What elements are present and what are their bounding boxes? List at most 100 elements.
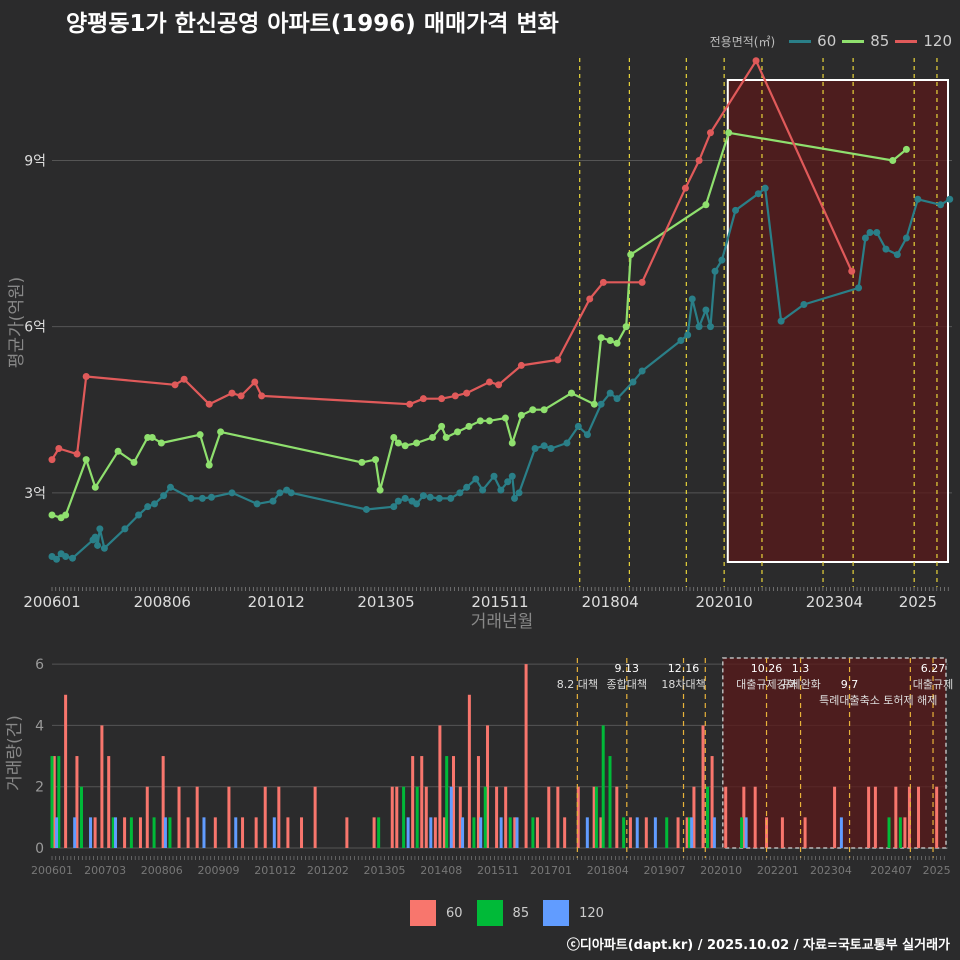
volume-bar-60	[907, 786, 911, 848]
data-point-85	[429, 433, 437, 441]
volume-bar-60	[495, 786, 499, 848]
data-point-60	[574, 422, 582, 430]
price-x-tick-label: 201511	[471, 593, 528, 611]
volume-bar-85	[608, 756, 612, 848]
data-point-60	[228, 489, 236, 497]
volume-bar-85	[415, 786, 419, 848]
data-point-60	[677, 337, 685, 345]
volume-bar-60	[420, 756, 424, 848]
data-point-85	[725, 129, 733, 137]
data-point-85	[91, 483, 99, 491]
data-point-120	[228, 389, 236, 397]
policy-text-label: 종합대책	[607, 678, 647, 691]
volume-bar-85	[687, 817, 691, 848]
data-point-60	[893, 251, 901, 259]
volume-bar-60	[75, 756, 79, 848]
volume-bar-60	[107, 756, 111, 848]
volume-bar-60	[424, 786, 428, 848]
data-point-60	[688, 295, 696, 303]
legend-label-120: 120	[923, 32, 952, 50]
data-point-60	[69, 554, 77, 562]
volume-bar-85	[665, 817, 669, 848]
volume-bar-60	[599, 817, 603, 848]
data-point-60	[902, 234, 910, 242]
volume-bar-60	[780, 817, 784, 848]
data-point-120	[419, 395, 427, 403]
data-point-85	[622, 323, 630, 331]
data-point-120	[848, 267, 856, 275]
volume-bar-120	[712, 817, 716, 848]
data-point-60	[914, 195, 922, 203]
data-point-60	[684, 331, 692, 339]
data-point-85	[358, 458, 366, 466]
data-point-60	[946, 195, 954, 203]
data-point-85	[114, 447, 122, 455]
volume-bar-60	[227, 786, 231, 848]
data-point-60	[413, 500, 421, 508]
price-x-tick-label: 200601	[23, 593, 80, 611]
volume-legend-label-60: 60	[446, 905, 463, 921]
data-point-60	[287, 489, 295, 497]
price-x-tick-label: 2025	[899, 593, 937, 611]
price-x-tick-label: 202304	[806, 593, 863, 611]
data-point-85	[590, 400, 598, 408]
data-point-120	[73, 450, 81, 458]
data-point-60	[490, 472, 498, 480]
data-point-120	[495, 381, 503, 389]
price-x-tick-label: 200806	[134, 593, 191, 611]
volume-bar-60	[935, 786, 939, 848]
policy-date-label: 9.13	[615, 662, 640, 675]
legend-line-85	[842, 39, 865, 43]
data-point-120	[438, 395, 446, 403]
data-point-85	[567, 389, 575, 397]
data-point-85	[485, 417, 493, 425]
data-point-60	[62, 553, 70, 561]
volume-bar-60	[241, 817, 245, 848]
volume-bar-60	[504, 786, 508, 848]
volume-bar-60	[433, 817, 437, 848]
data-point-60	[515, 489, 523, 497]
data-point-60	[706, 323, 714, 331]
data-point-85	[442, 433, 450, 441]
data-point-60	[866, 228, 874, 236]
volume-bar-60	[411, 756, 415, 848]
data-point-85	[613, 339, 621, 347]
volume-bar-120	[515, 817, 519, 848]
volume-x-tick-label: 202407	[870, 864, 912, 877]
legend-item-85: 85	[842, 32, 889, 50]
data-point-60	[711, 267, 719, 275]
policy-date-label: 1.3	[792, 662, 810, 675]
volume-bar-60	[313, 786, 317, 848]
volume-bar-60	[451, 756, 455, 848]
volume-bar-60	[576, 786, 580, 848]
legend-item-120: 120	[895, 32, 952, 50]
price-legend: 전용면적(㎡) 60 85 120	[710, 32, 952, 50]
price-y-tick-label: 9억	[24, 153, 46, 169]
volume-x-tick-label: 201305	[364, 864, 406, 877]
data-point-60	[540, 442, 548, 450]
volume-bar-85	[57, 756, 61, 848]
data-point-60	[160, 492, 168, 500]
volume-bar-60	[644, 817, 648, 848]
volume-bar-120	[653, 817, 657, 848]
data-point-60	[96, 525, 104, 533]
policy-date-label: 9.7	[841, 678, 859, 691]
data-point-60	[702, 306, 710, 314]
volume-bar-60	[161, 756, 165, 848]
volume-legend-item-60: 60	[410, 900, 463, 926]
volume-bar-60	[100, 725, 104, 848]
data-point-120	[599, 278, 607, 286]
data-point-60	[198, 494, 206, 502]
volume-bar-120	[73, 817, 77, 848]
policy-text-label: 특례대출축소	[819, 694, 880, 707]
legend-item-60: 60	[789, 32, 836, 50]
volume-bar-60	[742, 786, 746, 848]
volume-bar-60	[486, 725, 490, 848]
volume-bar-120	[429, 817, 433, 848]
volume-bar-60	[556, 786, 560, 848]
data-point-85	[540, 406, 548, 414]
price-x-tick-label: 202010	[696, 593, 753, 611]
volume-bar-85	[887, 817, 891, 848]
data-point-60	[207, 493, 215, 501]
data-point-85	[476, 417, 484, 425]
